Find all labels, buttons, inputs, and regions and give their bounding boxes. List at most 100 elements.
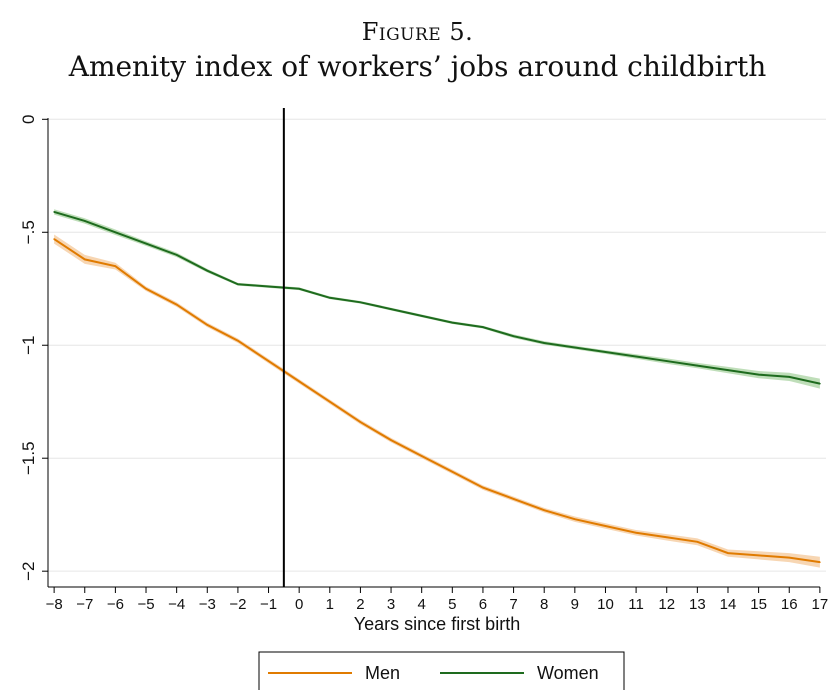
point-men-25: [819, 561, 821, 563]
gridlines: [48, 118, 826, 572]
y-tick-label-0: 0: [19, 115, 38, 124]
point-men-16: [543, 509, 546, 511]
series-lines: [53, 210, 821, 564]
x-tick-label-8: 0: [295, 596, 303, 613]
line-men: [53, 238, 821, 564]
point-men-19: [635, 531, 637, 534]
x-tick-label-19: 11: [628, 596, 644, 613]
point-men-20: [665, 536, 668, 539]
point-women-13: [451, 321, 454, 324]
point-women-17: [574, 346, 576, 349]
point-men-10: [359, 421, 362, 423]
axes: [47, 118, 820, 588]
confidence-bands: [54, 209, 820, 568]
point-men-7: [267, 360, 270, 362]
x-tick-label-12: 4: [418, 596, 426, 613]
x-tick-label-3: −5: [137, 596, 154, 613]
point-men-21: [696, 541, 699, 543]
x-tick-label-25: 17: [812, 596, 829, 613]
x-tick-label-6: −2: [229, 596, 246, 613]
x-tick-label-11: 3: [387, 596, 395, 613]
x-tick-label-2: −6: [107, 596, 124, 613]
point-women-11: [390, 308, 392, 310]
point-women-7: [267, 285, 270, 288]
line-women: [53, 210, 821, 385]
x-tick-label-7: −1: [260, 596, 277, 613]
point-men-9: [328, 400, 331, 403]
point-men-15: [512, 498, 515, 500]
x-tick-label-18: 10: [597, 596, 614, 613]
point-women-6: [237, 283, 239, 286]
point-men-23: [757, 554, 760, 557]
x-tick-label-20: 12: [658, 596, 675, 613]
legend-label-men: Men: [365, 663, 400, 683]
x-tick-label-21: 13: [689, 596, 706, 613]
x-tick-label-5: −3: [199, 596, 216, 613]
x-tick-label-17: 9: [571, 596, 579, 613]
point-women-18: [604, 351, 607, 353]
x-tick-label-15: 7: [509, 596, 517, 613]
point-men-17: [574, 518, 576, 521]
point-men-13: [451, 470, 454, 473]
point-men-22: [727, 552, 729, 554]
point-women-15: [512, 335, 515, 338]
point-women-5: [206, 269, 209, 272]
x-tick-label-0: −8: [46, 596, 63, 613]
legend-box: [258, 651, 625, 690]
point-men-0: [53, 238, 55, 240]
point-women-12: [420, 315, 423, 317]
x-tick-label-22: 14: [720, 596, 737, 613]
y-tick-label-3: −1.5: [19, 441, 38, 475]
point-men-18: [604, 525, 607, 527]
point-women-24: [788, 376, 791, 378]
point-men-24: [788, 556, 791, 559]
point-women-22: [727, 369, 729, 371]
x-tick-label-16: 8: [540, 596, 548, 613]
x-axis-ticks: −8 −7 −6 −5 −4 −3 −2 −1 0 1 2 3 4 5 6 7 8 9 10 11 12 13 14 15 16…: [46, 587, 829, 613]
point-women-3: [145, 242, 147, 245]
x-tick-label-1: −7: [76, 596, 93, 613]
point-women-23: [757, 373, 760, 376]
band-women: [54, 209, 820, 389]
point-women-8: [298, 287, 300, 290]
y-tick-label-2: −1: [19, 336, 38, 355]
x-axis-title: Years since first birth: [354, 614, 520, 634]
point-women-16: [543, 342, 546, 344]
point-women-2: [114, 231, 117, 234]
point-men-5: [206, 324, 209, 326]
x-tick-label-14: 6: [479, 596, 487, 613]
point-women-9: [328, 296, 331, 299]
x-tick-label-13: 5: [448, 596, 456, 613]
point-men-4: [175, 303, 178, 306]
point-women-14: [482, 326, 484, 328]
point-women-21: [696, 364, 699, 367]
y-tick-label-1: −.5: [19, 220, 38, 244]
point-women-25: [819, 382, 821, 385]
point-men-12: [420, 455, 423, 457]
figure-label: Figure 5.: [361, 18, 474, 46]
x-tick-label-23: 15: [750, 596, 767, 613]
band-men: [54, 234, 820, 568]
x-tick-label-10: 2: [356, 596, 364, 613]
legend-label-women: Women: [537, 663, 599, 683]
point-women-4: [175, 254, 178, 256]
point-women-20: [665, 360, 668, 362]
y-tick-label-4: −2: [19, 561, 38, 580]
point-women-19: [635, 355, 637, 358]
figure-caption: Amenity index of workers’ jobs around ch…: [68, 50, 767, 83]
legend: Men Women: [258, 651, 625, 690]
point-men-8: [298, 380, 300, 383]
point-women-1: [83, 220, 86, 222]
point-men-6: [237, 339, 239, 342]
x-tick-label-24: 16: [781, 596, 798, 613]
point-women-0: [53, 211, 55, 213]
point-men-2: [114, 265, 117, 267]
point-men-14: [482, 486, 484, 489]
x-tick-label-4: −4: [168, 596, 185, 613]
point-men-1: [83, 258, 86, 261]
point-women-10: [359, 301, 362, 304]
point-men-11: [390, 439, 392, 441]
x-tick-label-9: 1: [326, 596, 334, 613]
point-men-3: [145, 287, 147, 290]
